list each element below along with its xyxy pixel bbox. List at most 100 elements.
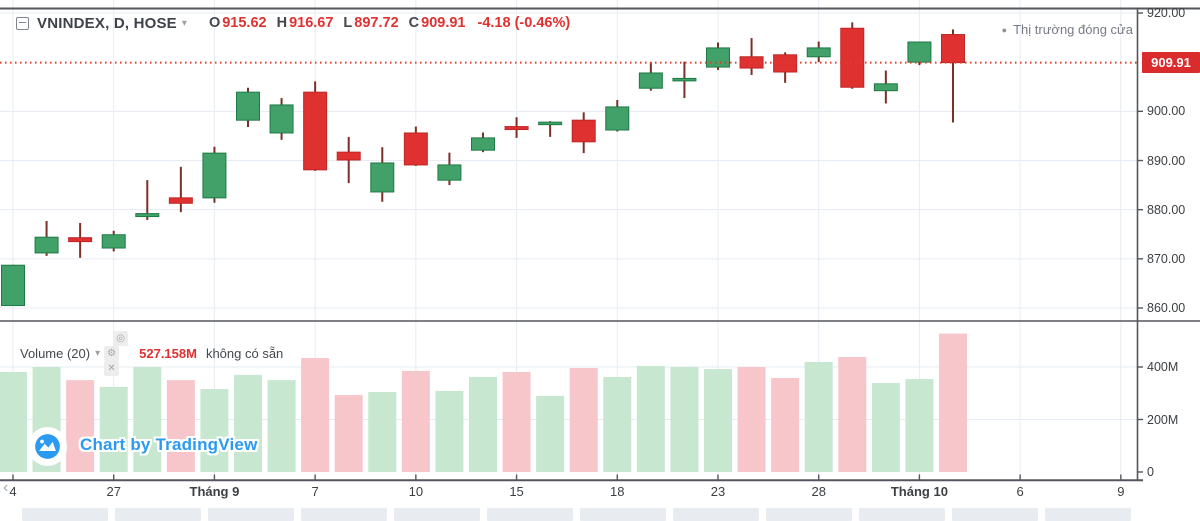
candle-body [269, 104, 294, 134]
candle [135, 180, 160, 220]
candle [336, 136, 361, 184]
volume-legend: Volume (20) ▾ ◎ ⚙ ✕ 527.158M không có sẵn [20, 331, 283, 376]
volume-bar [838, 357, 867, 472]
price-axis-label: 890.00 [1147, 153, 1186, 168]
ohlc-label: H [276, 15, 288, 31]
price-axis[interactable]: 909.91 920.00 900.00 890.00 880.00 870.00 860… [1137, 0, 1200, 521]
volume-note: không có sẵn [205, 346, 284, 361]
candle [269, 98, 294, 140]
candle-body [739, 56, 764, 69]
chevron-down-icon[interactable]: ▾ [181, 17, 187, 29]
price-axis-label: 880.00 [1147, 202, 1186, 217]
scroll-left-icon[interactable]: ‹ [3, 479, 9, 496]
candle [840, 22, 865, 89]
collapse-legend-icon[interactable] [16, 16, 29, 30]
candle-body [571, 119, 596, 143]
candle [235, 87, 260, 128]
ohlc-values: O 915.62 H 916.67 L 897.72 C 909.91 [199, 15, 466, 31]
candle [470, 132, 495, 153]
volume-bar [301, 358, 330, 472]
time-axis-label: 27 [106, 484, 121, 499]
volume-bar [368, 391, 397, 472]
candle-body [605, 106, 630, 131]
volume-icon-buttons: ◎ ⚙ ✕ [100, 331, 129, 376]
candle [538, 121, 563, 137]
candle-body [403, 132, 428, 166]
candle [773, 52, 798, 83]
volume-bar [871, 383, 900, 472]
candle [437, 152, 462, 186]
candle-body [873, 83, 898, 92]
cropped-row-cell [859, 508, 945, 521]
time-axis-label: 28 [811, 484, 826, 499]
volume-bar [233, 374, 262, 472]
time-axis-label: Tháng 9 [189, 484, 240, 499]
candle [34, 220, 59, 256]
ohlc-label: L [343, 15, 353, 31]
candles [1, 22, 965, 307]
volume-bar [938, 333, 967, 472]
time-axis-label: 6 [1016, 484, 1024, 499]
volume-bar [703, 369, 732, 472]
candle [1, 264, 25, 307]
cropped-row-cell [766, 508, 852, 521]
chevron-down-icon[interactable]: ▾ [95, 348, 101, 359]
candle [101, 230, 126, 252]
mountain-chart-icon [35, 434, 60, 459]
candle [403, 126, 428, 166]
time-axis-label: 15 [509, 484, 524, 499]
volume-bar [536, 395, 565, 472]
candle-body [504, 126, 529, 131]
tradingview-logo[interactable] [28, 427, 67, 466]
cropped-row-cell [487, 508, 573, 521]
ohlc-value: 916.67 [289, 15, 334, 31]
time-axis-label: 9 [1117, 484, 1125, 499]
ohlc-label: O [208, 15, 221, 31]
time-axis-label: 23 [710, 484, 726, 499]
symbol-title[interactable]: VNINDEX, D, HOSE [37, 14, 177, 32]
candle [605, 100, 630, 132]
close-icon[interactable]: ✕ [104, 361, 120, 376]
candle-body [202, 152, 227, 199]
candle [168, 166, 193, 213]
candle-body [638, 72, 663, 89]
candle [303, 81, 328, 171]
chart-legend: VNINDEX, D, HOSE ▾ O 915.62 H 916.67 L 897.72… [16, 13, 570, 33]
gear-icon[interactable]: ⚙ [104, 346, 120, 361]
ohlc-value: 909.91 [421, 15, 466, 31]
volume-axis-label: 400M [1147, 360, 1179, 374]
eye-icon[interactable]: ◎ [113, 331, 129, 346]
time-axis-label: 18 [610, 484, 625, 499]
attribution-link[interactable]: Chart by TradingView [80, 435, 258, 454]
volume-axis-label: 200M [1147, 412, 1179, 427]
candle [672, 61, 697, 99]
candle-body [135, 213, 160, 218]
candle [638, 62, 663, 91]
candle-body [907, 41, 932, 63]
candle-body [34, 236, 59, 254]
cropped-row-cell [301, 508, 387, 521]
volume-title[interactable]: Volume (20) [20, 346, 91, 361]
price-axis-label: 860.00 [1147, 301, 1186, 315]
volume-bar [737, 367, 766, 472]
candle-body [336, 151, 361, 161]
candle-body [168, 197, 193, 204]
volume-bar [334, 395, 363, 472]
price-axis-label: 900.00 [1147, 104, 1186, 119]
ohlc-value: 897.72 [354, 15, 399, 31]
volume-axis-label: 0 [1147, 465, 1154, 479]
time-axis[interactable]: 4 27 Tháng 9 7 10 15 18 23 28 Tháng 10 6 9 [0, 482, 1143, 504]
ohlc-label: C [408, 15, 420, 31]
volume-bar [200, 389, 229, 472]
candle-body [470, 137, 495, 151]
candle-body [806, 47, 831, 58]
volume-bar [569, 368, 598, 472]
candle-body [437, 164, 462, 181]
candle [68, 222, 93, 258]
candle [705, 42, 730, 71]
candle [739, 38, 764, 75]
candle [504, 117, 529, 138]
volume-bar [468, 376, 497, 472]
candle-body [705, 47, 730, 68]
volume-bar [0, 371, 27, 472]
